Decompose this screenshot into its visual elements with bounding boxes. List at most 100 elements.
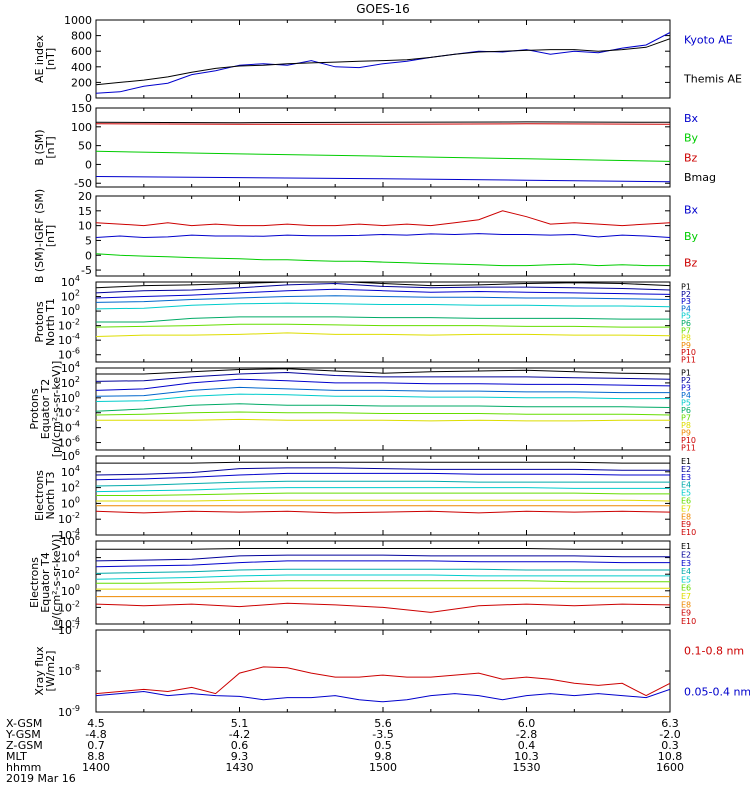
series-line-E6: [96, 581, 670, 584]
series-line-E3: [96, 473, 670, 479]
series-line-E6: [96, 493, 670, 495]
series-line-E9: [96, 603, 670, 612]
y-tick-label: 10-8: [58, 663, 80, 678]
series-group: [96, 33, 670, 94]
series-line-E4: [96, 569, 670, 573]
y-tick-label: 0: [85, 249, 92, 262]
y-axis-label: North T1: [44, 298, 57, 346]
series-line-By: [96, 151, 670, 161]
ephemeris-value: 1430: [226, 761, 254, 774]
y-tick-label: 102: [61, 289, 80, 304]
series-line-P2: [96, 373, 670, 382]
y-tick-label: 150: [71, 102, 92, 115]
legend-By: By: [684, 230, 699, 243]
series-group: [96, 667, 670, 702]
y-axis-label: [nT]: [44, 48, 57, 70]
series-group: [96, 549, 670, 613]
legend-Bmag: Bmag: [684, 171, 716, 184]
y-tick-label: -5: [81, 264, 92, 277]
series-line-P5: [96, 303, 670, 309]
y-tick-label: 102: [61, 480, 80, 495]
y-tick-label: 10-2: [58, 511, 80, 526]
chart-title: GOES-16: [356, 2, 410, 16]
y-axis-label: [p/(cm²-s-sr-keV)]: [50, 361, 63, 458]
y-tick-label: 10: [78, 220, 92, 233]
y-tick-label: 5: [85, 234, 92, 247]
series-line-P6: [96, 317, 670, 322]
y-tick-label: 100: [61, 303, 80, 318]
legend-Bx: Bx: [684, 112, 699, 125]
y-tick-label: 104: [61, 464, 80, 479]
series-line-E3: [96, 561, 670, 567]
series-line-Bz: [96, 211, 670, 226]
panel-frame: [96, 456, 670, 535]
y-tick-label: 104: [61, 360, 80, 375]
y-axis-label: [nT]: [44, 225, 57, 247]
panel-frame: [96, 108, 670, 187]
y-tick-label: 10-7: [58, 622, 80, 637]
series-line-P4: [96, 387, 670, 396]
y-tick-label: 1000: [64, 14, 92, 27]
y-tick-label: 400: [71, 61, 92, 74]
series-line-P5: [96, 394, 670, 401]
y-tick-label: 200: [71, 76, 92, 89]
y-axis-label: [W/m2]: [44, 651, 57, 692]
legend-Bz: Bz: [684, 257, 698, 270]
series-line-P8: [96, 419, 670, 421]
series-line-P7: [96, 412, 670, 415]
series-line-E4: [96, 481, 670, 486]
series-line-E7: [96, 500, 670, 501]
ephemeris-label: 2019 Mar 16: [6, 772, 76, 785]
y-tick-label: 100: [61, 390, 80, 405]
legend-Kyoto-AE: Kyoto AE: [684, 34, 733, 47]
series-line-E7: [96, 588, 670, 589]
legend-P11: P11: [681, 443, 696, 452]
series-line-E2: [96, 555, 670, 561]
series-line-P8: [96, 333, 670, 337]
ephemeris-value: 1600: [656, 761, 684, 774]
y-tick-label: 10-9: [58, 704, 80, 719]
series-line-Bmag: [96, 122, 670, 123]
series-line-0-1-0-8-nm: [96, 667, 670, 696]
series-line-Bx: [96, 234, 670, 238]
y-tick-label: 102: [61, 566, 80, 581]
panel-frame: [96, 630, 670, 712]
y-tick-label: 10-4: [58, 332, 80, 347]
y-tick-label: 104: [61, 550, 80, 565]
series-line-E1: [96, 549, 670, 550]
series-line-P4: [96, 296, 670, 303]
y-tick-label: -50: [74, 177, 92, 190]
y-tick-label: 800: [71, 30, 92, 43]
y-tick-label: 100: [71, 121, 92, 134]
legend-P11: P11: [681, 355, 696, 364]
series-line-P7: [96, 324, 670, 327]
y-tick-label: 0: [85, 158, 92, 171]
y-axis-label: [nT]: [44, 136, 57, 158]
y-tick-label: 100: [61, 583, 80, 598]
legend-E10: E10: [681, 528, 696, 537]
series-group: [96, 281, 670, 336]
panel-frame: [96, 368, 670, 450]
y-tick-label: 106: [61, 448, 80, 463]
y-tick-label: 104: [61, 274, 80, 289]
series-line-0-05-0-4-nm: [96, 689, 670, 701]
legend-Bx: Bx: [684, 203, 699, 216]
series-group: [96, 462, 670, 513]
legend-Bz: Bz: [684, 151, 698, 164]
ephemeris-value: 1400: [82, 761, 110, 774]
series-line-E9: [96, 511, 670, 513]
y-tick-label: 100: [61, 495, 80, 510]
series-line-By: [96, 254, 670, 266]
y-axis-label: North T3: [44, 472, 57, 520]
legend-E10: E10: [681, 617, 696, 626]
